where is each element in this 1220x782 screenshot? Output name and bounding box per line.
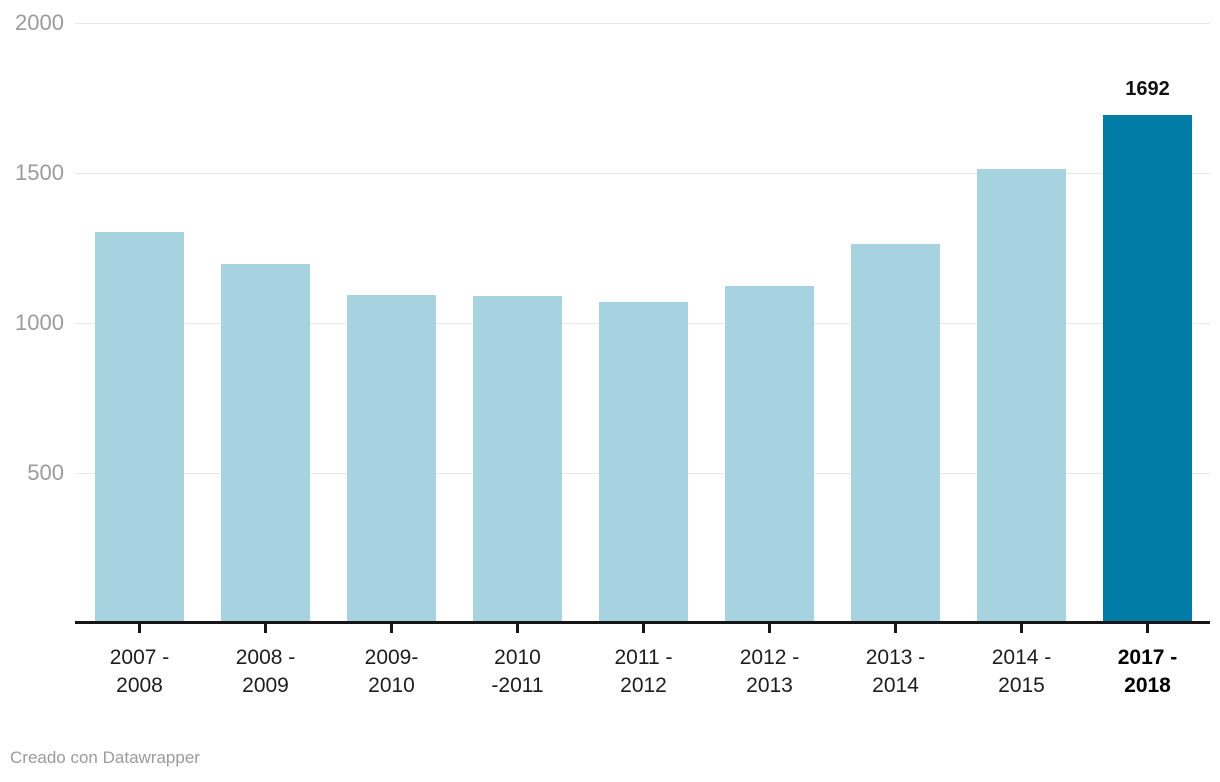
bar-2010-2011[interactable]	[473, 296, 562, 623]
x-axis-label-line: 2009-	[364, 646, 419, 669]
x-axis-category-label: 2007 - 2008	[77, 644, 203, 700]
x-axis-tick	[138, 624, 141, 633]
x-axis-label-line: 2015	[998, 674, 1045, 697]
x-axis-label-line: 2018	[1124, 674, 1171, 697]
bar-2011-2012[interactable]	[599, 302, 688, 623]
x-axis-category-label: 2017 - 2018	[1085, 644, 1211, 700]
gridline-y-1500	[75, 172, 1210, 174]
bar-2017-2018[interactable]	[1103, 115, 1192, 623]
x-axis-label-line: 2007 -	[109, 646, 170, 669]
bar-2014-2015[interactable]	[977, 169, 1066, 623]
bar-2008-2009[interactable]	[221, 264, 310, 623]
x-axis-label-line: 2012 -	[739, 646, 800, 669]
x-axis-line	[75, 621, 1210, 624]
x-axis-tick	[768, 624, 771, 633]
bar-2013-2014[interactable]	[851, 244, 940, 623]
datawrapper-credit: Creado con Datawrapper	[10, 748, 200, 767]
bar-2012-2013[interactable]	[725, 286, 814, 623]
x-axis-label-line: 2014	[872, 674, 919, 697]
x-axis-label-line: -2011	[491, 674, 544, 697]
x-axis-label-line: 2010	[494, 646, 541, 669]
y-axis-tick-label: 1500	[15, 160, 64, 185]
bar-value-label: 1692	[1125, 78, 1170, 100]
y-axis-tick-label: 1000	[15, 310, 64, 335]
x-axis-category-label: 2010 -2011	[455, 644, 581, 700]
x-axis-tick	[894, 624, 897, 633]
bar-2009-2010[interactable]	[347, 295, 436, 623]
x-axis-category-label: 2013 - 2014	[833, 644, 959, 700]
x-axis-category-label: 2014 - 2015	[959, 644, 1085, 700]
gridline-y-2000	[75, 22, 1210, 24]
y-axis-tick-label: 2000	[15, 10, 64, 35]
x-axis-category-label: 2008 - 2009	[203, 644, 329, 700]
x-axis-tick	[1020, 624, 1023, 633]
x-axis-label-line: 2009	[242, 674, 289, 697]
x-axis-tick	[264, 624, 267, 633]
x-axis-label-line: 2011 -	[614, 646, 673, 669]
x-axis-tick	[1146, 624, 1149, 633]
x-axis-tick	[516, 624, 519, 633]
bar-2007-2008[interactable]	[95, 232, 184, 623]
x-axis-label-line: 2008	[116, 674, 163, 697]
x-axis-label-line: 2013	[746, 674, 793, 697]
x-axis-label-line: 2014 -	[991, 646, 1052, 669]
x-axis-label-line: 2012	[620, 674, 667, 697]
x-axis-category-label: 2012 - 2013	[707, 644, 833, 700]
x-axis-category-label: 2011 - 2012	[581, 644, 707, 700]
x-axis-label-line: 2017 -	[1117, 646, 1178, 669]
y-axis-tick-label: 500	[27, 460, 64, 485]
x-axis-tick	[642, 624, 645, 633]
x-axis-label-line: 2008 -	[235, 646, 296, 669]
x-axis-label-line: 2013 -	[865, 646, 926, 669]
x-axis-label-line: 2010	[368, 674, 415, 697]
x-axis-category-label: 2009- 2010	[329, 644, 455, 700]
x-axis-tick	[390, 624, 393, 633]
